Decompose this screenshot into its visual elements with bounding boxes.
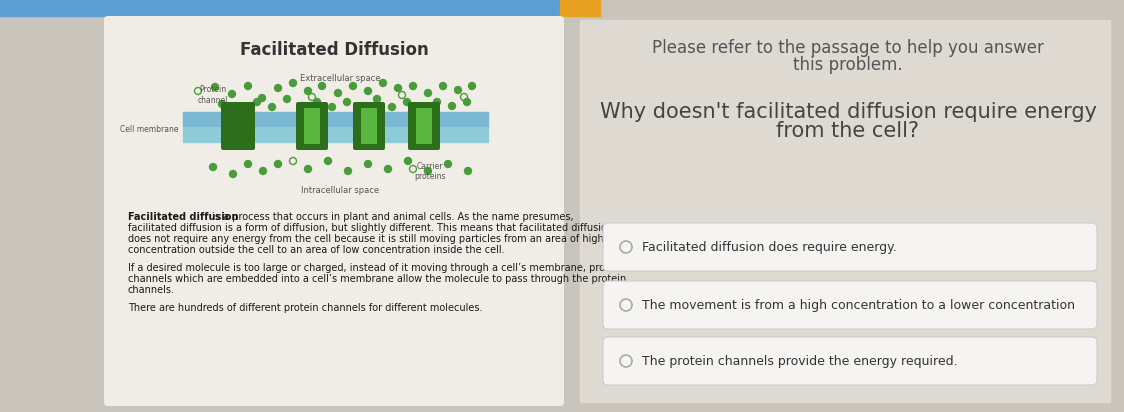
Text: facilitated diffusion is a form of diffusion, but slightly different. This means: facilitated diffusion is a form of diffu… bbox=[128, 223, 613, 233]
Circle shape bbox=[245, 82, 252, 89]
Text: Cell membrane: Cell membrane bbox=[120, 126, 179, 134]
Circle shape bbox=[269, 103, 275, 110]
FancyBboxPatch shape bbox=[602, 223, 1097, 271]
Circle shape bbox=[344, 98, 351, 105]
FancyBboxPatch shape bbox=[221, 102, 255, 150]
Circle shape bbox=[364, 161, 372, 168]
Circle shape bbox=[350, 82, 356, 89]
Text: The protein channels provide the energy required.: The protein channels provide the energy … bbox=[642, 354, 958, 368]
Circle shape bbox=[359, 103, 365, 110]
Bar bbox=[580, 20, 1111, 402]
Circle shape bbox=[380, 80, 387, 87]
FancyBboxPatch shape bbox=[408, 102, 439, 150]
FancyBboxPatch shape bbox=[303, 108, 320, 144]
FancyBboxPatch shape bbox=[416, 108, 432, 144]
Text: Why doesn't facilitated diffusion require energy: Why doesn't facilitated diffusion requir… bbox=[599, 102, 1097, 122]
Text: Facilitated diffusion does require energy.: Facilitated diffusion does require energ… bbox=[642, 241, 897, 253]
Circle shape bbox=[404, 98, 410, 105]
Text: The movement is from a high concentration to a lower concentration: The movement is from a high concentratio… bbox=[642, 299, 1075, 311]
Circle shape bbox=[389, 103, 396, 110]
Circle shape bbox=[418, 103, 426, 110]
Text: Extracellular space: Extracellular space bbox=[300, 73, 380, 82]
Circle shape bbox=[325, 157, 332, 164]
Text: from the cell?: from the cell? bbox=[777, 121, 919, 141]
Circle shape bbox=[209, 164, 217, 171]
Circle shape bbox=[318, 82, 326, 89]
Circle shape bbox=[373, 96, 381, 103]
Circle shape bbox=[425, 89, 432, 96]
Text: channels.: channels. bbox=[128, 285, 175, 295]
Circle shape bbox=[405, 157, 411, 164]
Bar bbox=[183, 127, 488, 142]
Circle shape bbox=[454, 87, 462, 94]
Circle shape bbox=[299, 103, 306, 110]
Text: Facilitated diffusion: Facilitated diffusion bbox=[128, 212, 238, 222]
FancyBboxPatch shape bbox=[353, 102, 386, 150]
Circle shape bbox=[305, 166, 311, 173]
Bar bbox=[560, 0, 600, 16]
Circle shape bbox=[238, 103, 245, 110]
Circle shape bbox=[314, 98, 320, 105]
FancyBboxPatch shape bbox=[296, 102, 328, 150]
Circle shape bbox=[283, 96, 290, 103]
Circle shape bbox=[290, 80, 297, 87]
Circle shape bbox=[218, 101, 226, 108]
Text: is a process that occurs in plant and animal cells. As the name presumes,: is a process that occurs in plant and an… bbox=[209, 212, 573, 222]
Text: If a desired molecule is too large or charged, instead of it moving through a ce: If a desired molecule is too large or ch… bbox=[128, 263, 624, 273]
Circle shape bbox=[463, 98, 471, 105]
Circle shape bbox=[211, 84, 218, 91]
Circle shape bbox=[274, 161, 281, 168]
Text: Please refer to the passage to help you answer: Please refer to the passage to help you … bbox=[652, 39, 1044, 57]
Circle shape bbox=[344, 168, 352, 175]
Text: Protein
channel: Protein channel bbox=[198, 85, 228, 105]
Text: There are hundreds of different protein channels for different molecules.: There are hundreds of different protein … bbox=[128, 303, 482, 313]
Circle shape bbox=[409, 82, 417, 89]
Circle shape bbox=[434, 98, 441, 105]
Text: Intracellular space: Intracellular space bbox=[301, 185, 379, 194]
Text: Carrier
proteins: Carrier proteins bbox=[415, 162, 446, 181]
Circle shape bbox=[254, 98, 261, 105]
Circle shape bbox=[444, 161, 452, 168]
Circle shape bbox=[464, 168, 471, 175]
FancyBboxPatch shape bbox=[361, 108, 377, 144]
Circle shape bbox=[448, 103, 455, 110]
Circle shape bbox=[395, 84, 401, 91]
Circle shape bbox=[384, 166, 391, 173]
FancyBboxPatch shape bbox=[602, 337, 1097, 385]
Circle shape bbox=[439, 82, 446, 89]
Bar bbox=[0, 0, 560, 16]
FancyBboxPatch shape bbox=[105, 16, 564, 406]
FancyBboxPatch shape bbox=[602, 281, 1097, 329]
Circle shape bbox=[335, 89, 342, 96]
Text: channels which are embedded into a cell’s membrane allow the molecule to pass th: channels which are embedded into a cell’… bbox=[128, 274, 626, 284]
Circle shape bbox=[229, 171, 236, 178]
Circle shape bbox=[328, 103, 335, 110]
Text: this problem.: this problem. bbox=[794, 56, 903, 74]
Bar bbox=[183, 112, 488, 127]
Circle shape bbox=[425, 168, 432, 175]
Circle shape bbox=[274, 84, 281, 91]
Circle shape bbox=[228, 91, 236, 98]
Text: concentration outside the cell to an area of low concentration inside the cell.: concentration outside the cell to an are… bbox=[128, 245, 505, 255]
Circle shape bbox=[469, 82, 475, 89]
Circle shape bbox=[245, 161, 252, 168]
Circle shape bbox=[260, 168, 266, 175]
Text: Facilitated Diffusion: Facilitated Diffusion bbox=[239, 41, 428, 59]
Circle shape bbox=[305, 87, 311, 94]
Circle shape bbox=[259, 94, 265, 101]
Circle shape bbox=[364, 87, 372, 94]
Text: does not require any energy from the cell because it is still moving particles f: does not require any energy from the cel… bbox=[128, 234, 604, 244]
